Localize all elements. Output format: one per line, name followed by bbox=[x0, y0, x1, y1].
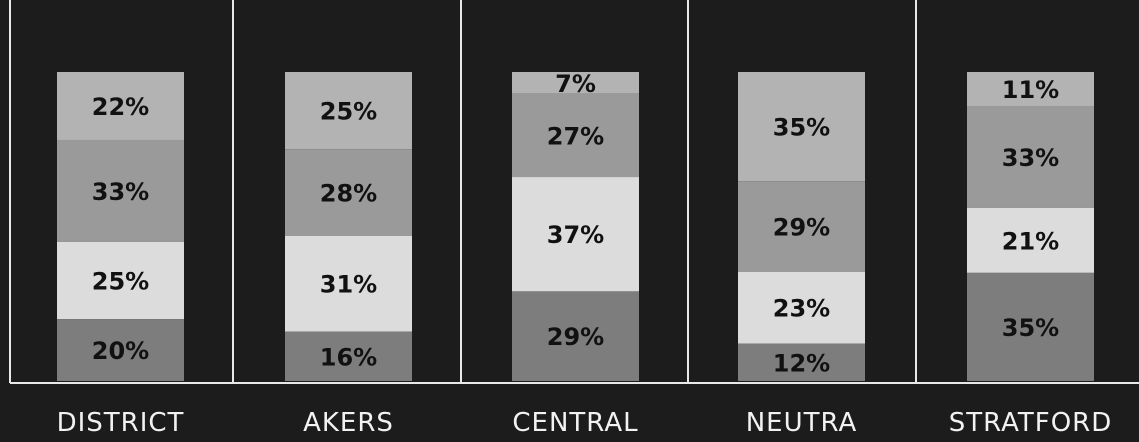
data-label: 16% bbox=[320, 343, 377, 371]
data-label: 31% bbox=[320, 271, 377, 299]
data-label: 35% bbox=[773, 114, 830, 142]
data-label: 27% bbox=[547, 122, 604, 150]
data-label: 29% bbox=[773, 214, 830, 242]
data-label: 12% bbox=[773, 349, 830, 377]
category-label-akers: AKERS bbox=[303, 408, 394, 438]
bar-segment-akers-4 bbox=[285, 331, 412, 381]
bar-segment-neutra-2 bbox=[738, 181, 865, 272]
bar-segment-akers-2 bbox=[285, 149, 412, 236]
data-label: 11% bbox=[1002, 76, 1059, 104]
bar-segment-stratford-1 bbox=[967, 72, 1094, 106]
data-label: 7% bbox=[555, 70, 596, 98]
data-label: 23% bbox=[773, 295, 830, 323]
data-label: 33% bbox=[1002, 144, 1059, 172]
bar-segment-central-2 bbox=[512, 93, 639, 178]
data-label: 37% bbox=[547, 221, 604, 249]
chart-frame bbox=[9, 0, 1139, 384]
bar-segment-stratford-3 bbox=[967, 207, 1094, 273]
data-label: 25% bbox=[92, 268, 149, 296]
bar-segment-district-3 bbox=[57, 241, 184, 320]
bar-segment-akers-3 bbox=[285, 235, 412, 332]
bar-segment-central-3 bbox=[512, 177, 639, 292]
category-label-neutra: NEUTRA bbox=[746, 408, 858, 438]
bar-segment-stratford-4 bbox=[967, 272, 1094, 381]
bar-segment-stratford-2 bbox=[967, 105, 1094, 208]
data-label: 33% bbox=[92, 178, 149, 206]
bar-segment-district-4 bbox=[57, 319, 184, 381]
category-label-central: CENTRAL bbox=[512, 408, 638, 438]
data-label: 29% bbox=[547, 323, 604, 351]
bar-segment-neutra-1 bbox=[738, 72, 865, 182]
data-label: 20% bbox=[92, 337, 149, 365]
bar-stacks: 22% 33% 25% 20% 25% 28% 31% 16% 7% 27% 37% 29% 35% 29… bbox=[57, 70, 1094, 381]
bar-segment-central-4 bbox=[512, 291, 639, 381]
bar-segment-district-2 bbox=[57, 139, 184, 242]
bar-segment-central-1 bbox=[512, 72, 639, 94]
category-label-stratford: STRATFORD bbox=[949, 408, 1113, 438]
data-label: 21% bbox=[1002, 227, 1059, 255]
data-label: 28% bbox=[320, 180, 377, 208]
bar-segment-akers-1 bbox=[285, 72, 412, 150]
bar-segment-district-1 bbox=[57, 72, 184, 140]
category-label-district: DISTRICT bbox=[57, 408, 185, 438]
data-label: 25% bbox=[320, 98, 377, 126]
bar-segment-neutra-4 bbox=[738, 343, 865, 381]
data-label: 22% bbox=[92, 93, 149, 121]
data-label: 35% bbox=[1002, 314, 1059, 342]
category-labels: DISTRICT AKERS CENTRAL NEUTRA STRATFORD bbox=[57, 408, 1113, 438]
bar-segment-neutra-3 bbox=[738, 271, 865, 344]
